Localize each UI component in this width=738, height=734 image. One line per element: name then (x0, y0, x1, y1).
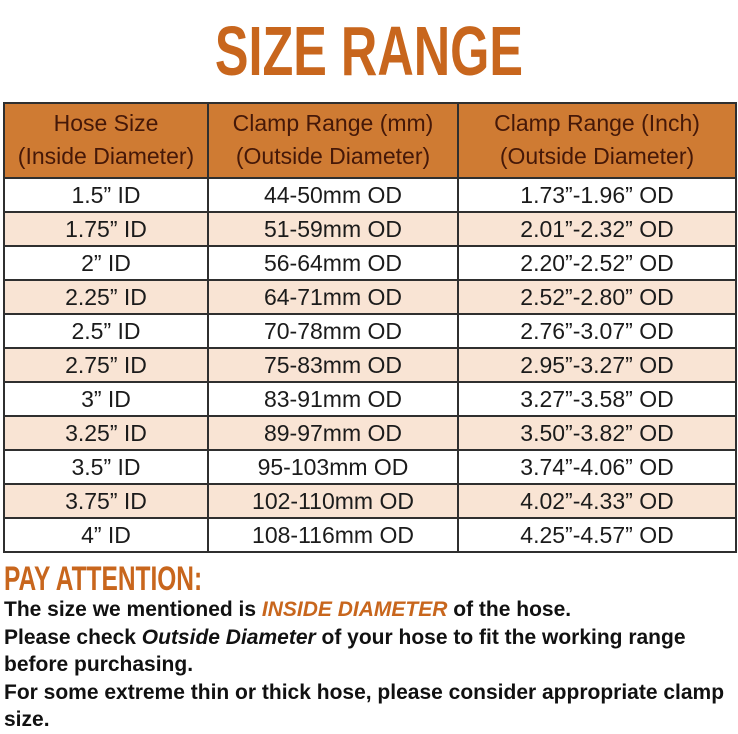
attention-line-2-suffix: of your hose to fit the working range be… (4, 625, 686, 677)
cell-clamp-range-mm: 108-116mm OD (207, 517, 459, 553)
table-row: 1.75” ID 51-59mm OD 2.01”-2.32” OD (3, 211, 737, 247)
cell-hose-size: 2.75” ID (3, 347, 209, 383)
attention-heading: PAY ATTENTION: (4, 560, 203, 598)
cell-clamp-range-inch: 4.25”-4.57” OD (457, 517, 737, 553)
table-row: 1.5” ID 44-50mm OD 1.73”-1.96” OD (3, 177, 737, 213)
col-header-line2: (Inside Diameter) (17, 143, 195, 169)
cell-clamp-range-inch: 1.73”-1.96” OD (457, 177, 737, 213)
col-header-line2: (Outside Diameter) (499, 143, 695, 169)
table-row: 3.25” ID 89-97mm OD 3.50”-3.82” OD (3, 415, 737, 451)
attention-heading-row: PAY ATTENTION: (4, 562, 734, 596)
cell-clamp-range-inch: 2.76”-3.07” OD (457, 313, 737, 349)
table-row: 4” ID 108-116mm OD 4.25”-4.57” OD (3, 517, 737, 553)
cell-hose-size: 1.75” ID (3, 211, 209, 247)
table-body: 1.5” ID 44-50mm OD 1.73”-1.96” OD 1.75” … (3, 177, 737, 553)
cell-clamp-range-inch: 3.50”-3.82” OD (457, 415, 737, 451)
attention-line-1: The size we mentioned is INSIDE DIAMETER… (4, 596, 734, 624)
table-header-row: Hose Size (Inside Diameter) Clamp Range … (3, 102, 737, 179)
table-row: 3” ID 83-91mm OD 3.27”-3.58” OD (3, 381, 737, 417)
cell-hose-size: 3” ID (3, 381, 209, 417)
col-header-clamp-range-inch: Clamp Range (Inch) (Outside Diameter) (457, 102, 737, 179)
cell-clamp-range-inch: 4.02”-4.33” OD (457, 483, 737, 519)
table-row: 2” ID 56-64mm OD 2.20”-2.52” OD (3, 245, 737, 281)
cell-hose-size: 3.75” ID (3, 483, 209, 519)
cell-clamp-range-mm: 102-110mm OD (207, 483, 459, 519)
cell-clamp-range-inch: 3.74”-4.06” OD (457, 449, 737, 485)
col-header-line1: Hose Size (53, 110, 159, 136)
cell-clamp-range-mm: 89-97mm OD (207, 415, 459, 451)
title-wrap: SIZE RANGE (0, 0, 738, 102)
cell-hose-size: 2.25” ID (3, 279, 209, 315)
page-title: SIZE RANGE (214, 12, 524, 90)
cell-hose-size: 4” ID (3, 517, 209, 553)
cell-hose-size: 1.5” ID (3, 177, 209, 213)
cell-clamp-range-inch: 2.52”-2.80” OD (457, 279, 737, 315)
table-row: 2.25” ID 64-71mm OD 2.52”-2.80” OD (3, 279, 737, 315)
cell-hose-size: 2” ID (3, 245, 209, 281)
size-range-table: Hose Size (Inside Diameter) Clamp Range … (3, 102, 737, 553)
cell-clamp-range-inch: 3.27”-3.58” OD (457, 381, 737, 417)
col-header-line2: (Outside Diameter) (235, 143, 431, 169)
cell-hose-size: 3.25” ID (3, 415, 209, 451)
col-header-hose-size: Hose Size (Inside Diameter) (3, 102, 209, 179)
attention-line-1-highlight: INSIDE DIAMETER (261, 598, 448, 621)
attention-line-1-suffix: of the hose. (447, 598, 572, 621)
table-header: Hose Size (Inside Diameter) Clamp Range … (3, 102, 737, 179)
cell-clamp-range-mm: 83-91mm OD (207, 381, 459, 417)
attention-line-2: Please check Outside Diameter of your ho… (4, 624, 734, 679)
cell-clamp-range-mm: 51-59mm OD (207, 211, 459, 247)
cell-hose-size: 2.5” ID (3, 313, 209, 349)
cell-clamp-range-mm: 70-78mm OD (207, 313, 459, 349)
cell-clamp-range-mm: 75-83mm OD (207, 347, 459, 383)
col-header-clamp-range-mm: Clamp Range (mm) (Outside Diameter) (207, 102, 459, 179)
table-row: 3.75” ID 102-110mm OD 4.02”-4.33” OD (3, 483, 737, 519)
cell-clamp-range-inch: 2.95”-3.27” OD (457, 347, 737, 383)
attention-line-1-prefix: The size we mentioned is (4, 598, 262, 621)
attention-line-3: For some extreme thin or thick hose, ple… (4, 680, 725, 732)
table-row: 2.75” ID 75-83mm OD 2.95”-3.27” OD (3, 347, 737, 383)
cell-clamp-range-mm: 64-71mm OD (207, 279, 459, 315)
cell-hose-size: 3.5” ID (3, 449, 209, 485)
cell-clamp-range-mm: 95-103mm OD (207, 449, 459, 485)
attention-section: PAY ATTENTION: The size we mentioned is … (4, 562, 734, 734)
cell-clamp-range-mm: 56-64mm OD (207, 245, 459, 281)
col-header-line1: Clamp Range (mm) (232, 110, 434, 136)
table-row: 2.5” ID 70-78mm OD 2.76”-3.07” OD (3, 313, 737, 349)
cell-clamp-range-mm: 44-50mm OD (207, 177, 459, 213)
cell-clamp-range-inch: 2.01”-2.32” OD (457, 211, 737, 247)
attention-line-2-italic: Outside Diameter (141, 625, 316, 649)
col-header-line1: Clamp Range (Inch) (494, 110, 700, 136)
cell-clamp-range-inch: 2.20”-2.52” OD (457, 245, 737, 281)
table-row: 3.5” ID 95-103mm OD 3.74”-4.06” OD (3, 449, 737, 485)
attention-line-2-prefix: Please check (4, 625, 142, 649)
